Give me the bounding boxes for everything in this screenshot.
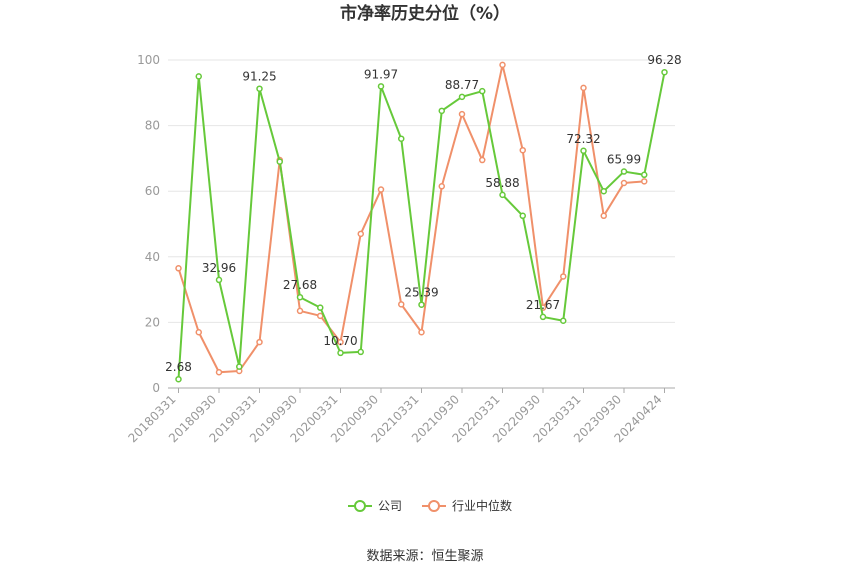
chart-title: 市净率历史分位（%） [340, 3, 510, 24]
data-point [256, 85, 263, 92]
data-point [377, 83, 385, 90]
data-point [276, 158, 283, 165]
legend-item[interactable]: 行业中位数 [422, 498, 512, 513]
data-point [458, 110, 466, 118]
data-point [317, 304, 324, 311]
legend-item[interactable]: 公司 [348, 499, 402, 513]
legend[interactable]: 公司 行业中位数 [348, 498, 512, 513]
data-point [499, 191, 506, 199]
data-label: 27.68 [283, 278, 317, 292]
series-line [177, 63, 645, 374]
data-point [357, 348, 364, 356]
data-point [195, 328, 202, 336]
y-tick-label: 20 [145, 315, 160, 329]
data-point [438, 183, 445, 190]
data-point [458, 93, 466, 101]
data-point [398, 301, 405, 308]
data-point [195, 73, 202, 80]
data-point [620, 179, 628, 187]
data-point [337, 338, 344, 346]
data-label: 88.77 [445, 78, 479, 92]
data-point [215, 276, 223, 284]
data-labels: 2.68 32.96 91.25 27.68 10.70 91.97 25.39 88.77 5… [165, 53, 682, 374]
data-point [296, 307, 304, 315]
data-label: 58.88 [485, 176, 519, 190]
data-label: 72.32 [566, 132, 600, 146]
data-point [641, 178, 648, 185]
grid-lines [168, 59, 675, 389]
data-label: 91.97 [364, 67, 398, 81]
legend-label: 公司 [378, 499, 402, 513]
data-point [418, 301, 425, 308]
data-point [641, 171, 648, 179]
data-label: 65.99 [607, 153, 641, 167]
y-tick-label: 60 [145, 184, 160, 198]
x-axis: 2018033120180930201903312019093020200331… [126, 388, 665, 445]
data-point [377, 186, 385, 193]
data-point [296, 293, 304, 301]
data-point [256, 338, 263, 346]
data-point [317, 312, 324, 320]
legend-label: 行业中位数 [452, 498, 512, 513]
data-point [418, 328, 425, 336]
data-point [519, 212, 526, 220]
data-point [236, 363, 243, 370]
y-axis: 0 20 40 60 80 100 [137, 53, 160, 395]
data-point [175, 265, 182, 272]
legend-marker [354, 500, 366, 512]
data-label: 32.96 [202, 261, 236, 275]
data-point [175, 375, 182, 383]
data-point [337, 349, 344, 357]
data-point [438, 107, 445, 115]
data-point [600, 187, 607, 195]
data-label: 2.68 [165, 360, 192, 374]
data-point [661, 68, 668, 76]
y-tick-label: 100 [137, 53, 160, 67]
data-point [499, 61, 506, 69]
y-tick-label: 0 [152, 381, 160, 395]
y-tick-label: 40 [145, 250, 160, 264]
data-point [357, 230, 364, 238]
data-point [519, 146, 526, 154]
data-label: 25.39 [404, 286, 438, 300]
data-point [539, 313, 547, 321]
series-layer [175, 61, 668, 383]
y-tick-label: 80 [145, 119, 160, 133]
data-point [560, 273, 567, 280]
data-label: 21.67 [526, 298, 560, 312]
data-point [600, 212, 607, 220]
data-point [215, 369, 223, 376]
data-label: 10.70 [323, 334, 357, 348]
data-point [479, 87, 486, 95]
data-point [620, 168, 628, 175]
data-label: 96.28 [647, 53, 681, 67]
data-point [580, 84, 587, 92]
data-source: 数据来源：恒生聚源 [366, 549, 483, 564]
data-point [479, 156, 486, 164]
data-label: 91.25 [242, 70, 276, 84]
data-point [398, 135, 405, 142]
legend-marker [428, 500, 440, 512]
data-point [580, 147, 587, 155]
data-point [560, 317, 567, 325]
